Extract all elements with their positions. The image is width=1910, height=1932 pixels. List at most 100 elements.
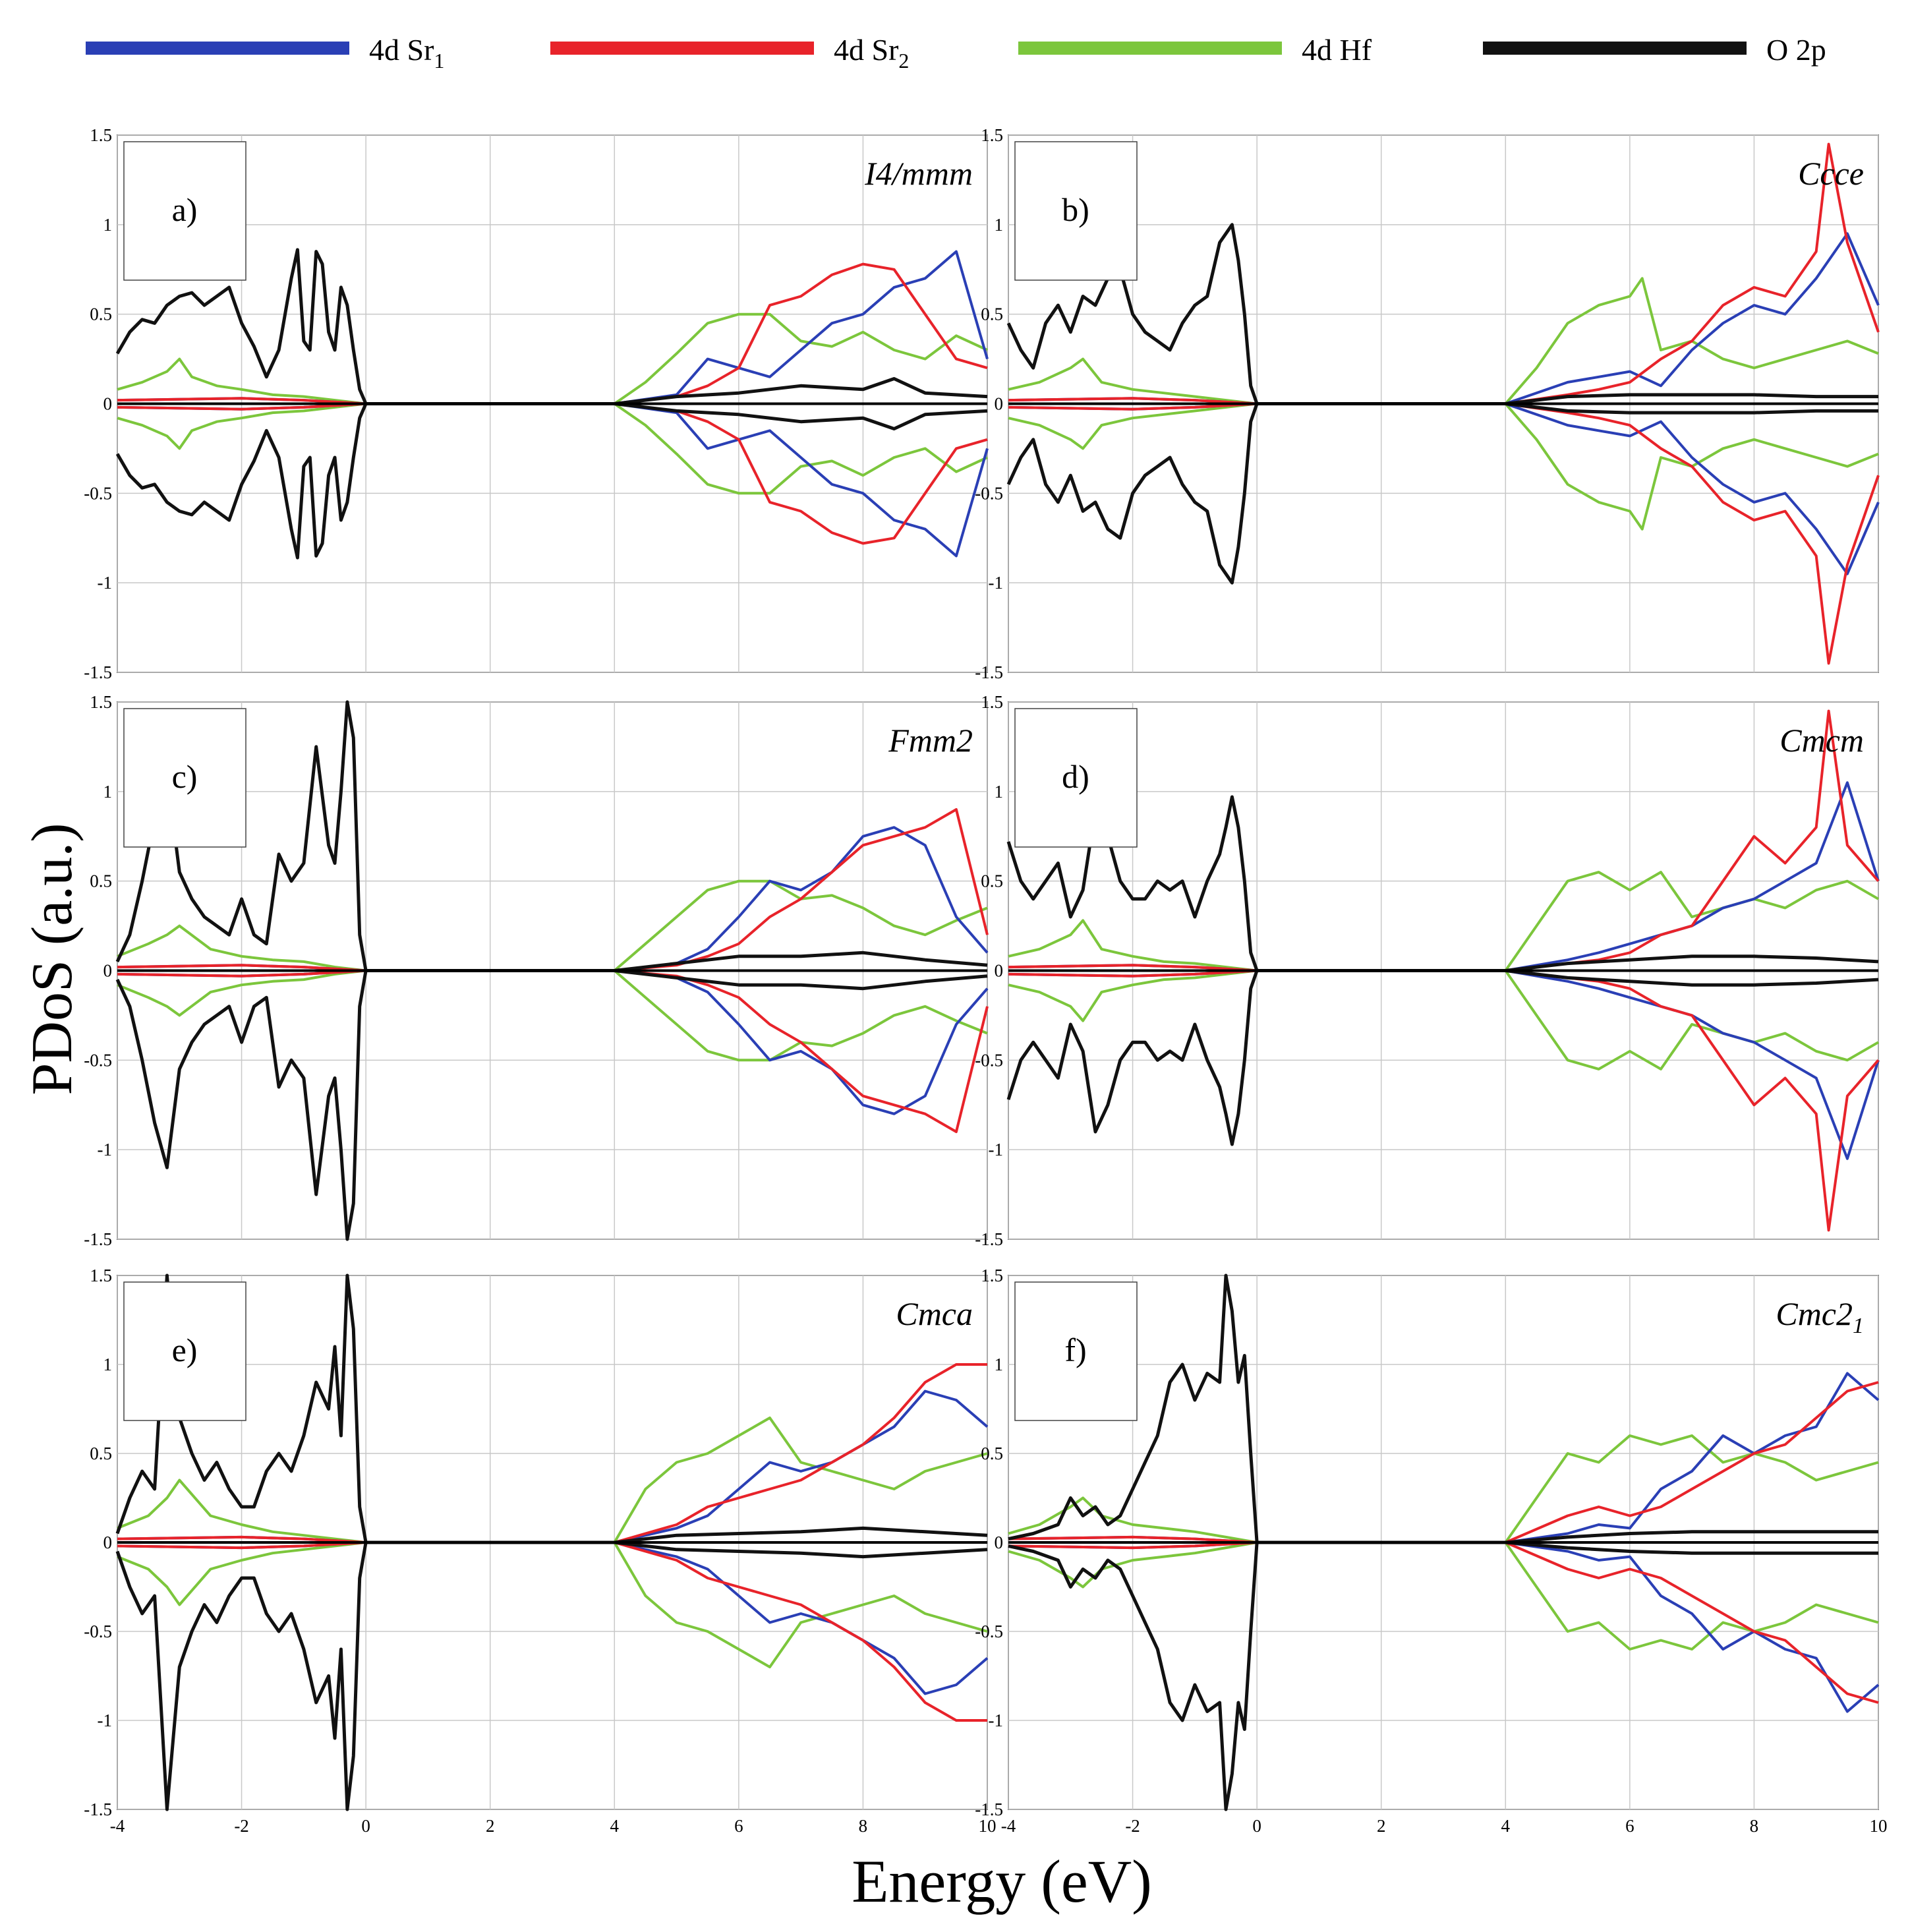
series-line-down — [117, 1541, 988, 1668]
space-group-title: Cmcm — [1780, 722, 1864, 759]
series-line-up — [115, 700, 988, 972]
series-4d-sr2 — [1008, 1381, 1879, 1704]
y-tick-label: 0 — [995, 961, 1004, 981]
panel-label-box — [123, 141, 246, 281]
panel-label: f) — [1064, 1332, 1086, 1368]
y-tick-label: -0.5 — [84, 1050, 112, 1070]
panel-c: 1.5 1 0.5 0 -0.5 -1 -1.5 c) Fmm2 — [84, 692, 989, 1249]
space-group-title-text: Cmc2 — [1776, 1295, 1853, 1332]
x-tick-label: 8 — [1750, 1816, 1759, 1836]
series-line-up — [1006, 223, 1878, 405]
panel-label: a) — [172, 191, 198, 228]
legend-item-4d-sr1: 4d Sr1 — [86, 33, 444, 73]
series-line-down — [1008, 1540, 1878, 1811]
x-tick-label: 8 — [859, 1816, 868, 1836]
series-line-down — [117, 402, 988, 495]
series-line-up — [117, 262, 988, 405]
legend-label-subscript: 2 — [898, 49, 909, 73]
panel-label-box — [1014, 141, 1138, 281]
y-tick-label: 0 — [103, 394, 113, 414]
x-tick-label: -4 — [1001, 1816, 1016, 1836]
space-group-title: I4/mmm — [864, 155, 973, 192]
y-tick-label: -1.5 — [975, 1800, 1003, 1819]
y-tick-label: 0.5 — [90, 871, 112, 891]
legend-label: O 2p — [1766, 33, 1826, 67]
y-tick-label: 0.5 — [981, 871, 1003, 891]
panel-a: 1.5 1 0.5 0 -0.5 -1 -1.5 a) I4/mmm — [84, 125, 989, 682]
y-tick-label: -0.5 — [975, 1622, 1003, 1641]
series-line-down — [1008, 1541, 1879, 1704]
series-line-up — [115, 248, 988, 405]
panel-label-box — [123, 1281, 246, 1421]
panel-label: b) — [1062, 191, 1089, 228]
space-group-title-text: Fmm2 — [888, 722, 973, 759]
series-line-up — [117, 1417, 988, 1544]
series-line-up — [117, 312, 988, 405]
legend: 4d Sr1 4d Sr2 4d Hf O 2p — [86, 33, 1826, 73]
legend-label: 4d Hf — [1302, 33, 1372, 67]
series-line-down — [115, 969, 988, 1241]
series-line-down — [1006, 402, 1878, 585]
y-tick-label: -1.5 — [975, 662, 1003, 682]
y-tick-label: 0.5 — [981, 305, 1003, 324]
y-tick-label: -1 — [989, 1140, 1004, 1159]
y-tick-label: -0.5 — [975, 483, 1003, 503]
legend-swatch — [1018, 42, 1282, 55]
x-tick-label: -4 — [110, 1816, 125, 1836]
space-group-title: Ccce — [1798, 155, 1864, 192]
legend-item-4d-hf: 4d Hf — [1018, 33, 1372, 67]
legend-swatch — [1483, 42, 1747, 55]
legend-label-text: 4d Sr — [834, 33, 898, 67]
x-tick-label: -2 — [234, 1816, 249, 1836]
series-line-down — [1008, 1541, 1879, 1651]
panel-label: e) — [172, 1332, 198, 1368]
series-o-2p — [1006, 795, 1879, 1146]
series-4d-hf — [1008, 871, 1879, 1070]
series-4d-hf — [117, 1417, 988, 1668]
x-tick-label: 2 — [1377, 1816, 1386, 1836]
panel-e: 1.5 1 0.5 0 -0.5 -1 -1.5-4 -2 0 2 4 6 8 10 e) Cmca — [84, 1266, 996, 1836]
legend-item-o-2p: O 2p — [1483, 33, 1826, 67]
series-line-up — [117, 879, 988, 972]
y-tick-label: -1 — [98, 1711, 113, 1730]
y-tick-label: 0.5 — [981, 1444, 1003, 1463]
y-tick-label: 0 — [103, 961, 113, 981]
space-group-title-text: Ccce — [1798, 155, 1864, 192]
panel-f: 1.510.50-0.5-1-1.5-4 -2 0 2 4 6 8 10f)Cmc21 — [975, 1266, 1887, 1836]
y-tick-label: -1 — [98, 1140, 113, 1159]
legend-label-text: 4d Sr — [369, 33, 434, 67]
y-tick-label: 1 — [103, 1355, 113, 1374]
gridlines — [117, 134, 988, 673]
y-axis-title: PDoS (a.u.) — [20, 823, 84, 1095]
series-line-down — [1008, 402, 1879, 531]
series-line-down — [117, 969, 989, 1133]
x-tick-label: 4 — [1501, 1816, 1511, 1836]
series-line-up — [117, 1363, 987, 1544]
legend-label-text: O 2p — [1766, 33, 1826, 67]
x-tick-label: 0 — [361, 1816, 370, 1836]
x-tick-label: 4 — [610, 1816, 620, 1836]
series-4d-hf — [1008, 277, 1879, 531]
series-line-down — [115, 1540, 988, 1811]
panel-label-box — [123, 708, 246, 848]
series-4d-sr2 — [117, 1363, 987, 1722]
y-tick-label: -1 — [989, 1711, 1004, 1730]
space-group-title: Cmc21 — [1776, 1295, 1864, 1338]
panel-d: 1.5 1 0.5 0 -0.5 -1 -1.5 d) Cmcm — [975, 692, 1880, 1249]
series-4d-sr2 — [117, 808, 989, 1133]
y-tick-label: 1.5 — [981, 692, 1003, 712]
series-line-down — [1008, 969, 1879, 1070]
series-line-up — [1008, 277, 1879, 405]
legend-label: 4d Sr2 — [834, 33, 909, 73]
y-tick-label: 1.5 — [90, 692, 112, 712]
series-o-2p — [1008, 1273, 1878, 1811]
y-tick-label: -1 — [989, 573, 1004, 593]
series-line-up — [1008, 871, 1879, 972]
series-line-down — [115, 402, 988, 560]
y-tick-label: -1.5 — [84, 1229, 112, 1249]
x-axis-title: Energy (eV) — [852, 1848, 1152, 1915]
x-tick-label: 6 — [1625, 1816, 1635, 1836]
legend-item-4d-sr2: 4d Sr2 — [550, 33, 909, 73]
x-tick-label: 10 — [1870, 1816, 1888, 1836]
y-tick-label: -1.5 — [84, 1800, 112, 1819]
